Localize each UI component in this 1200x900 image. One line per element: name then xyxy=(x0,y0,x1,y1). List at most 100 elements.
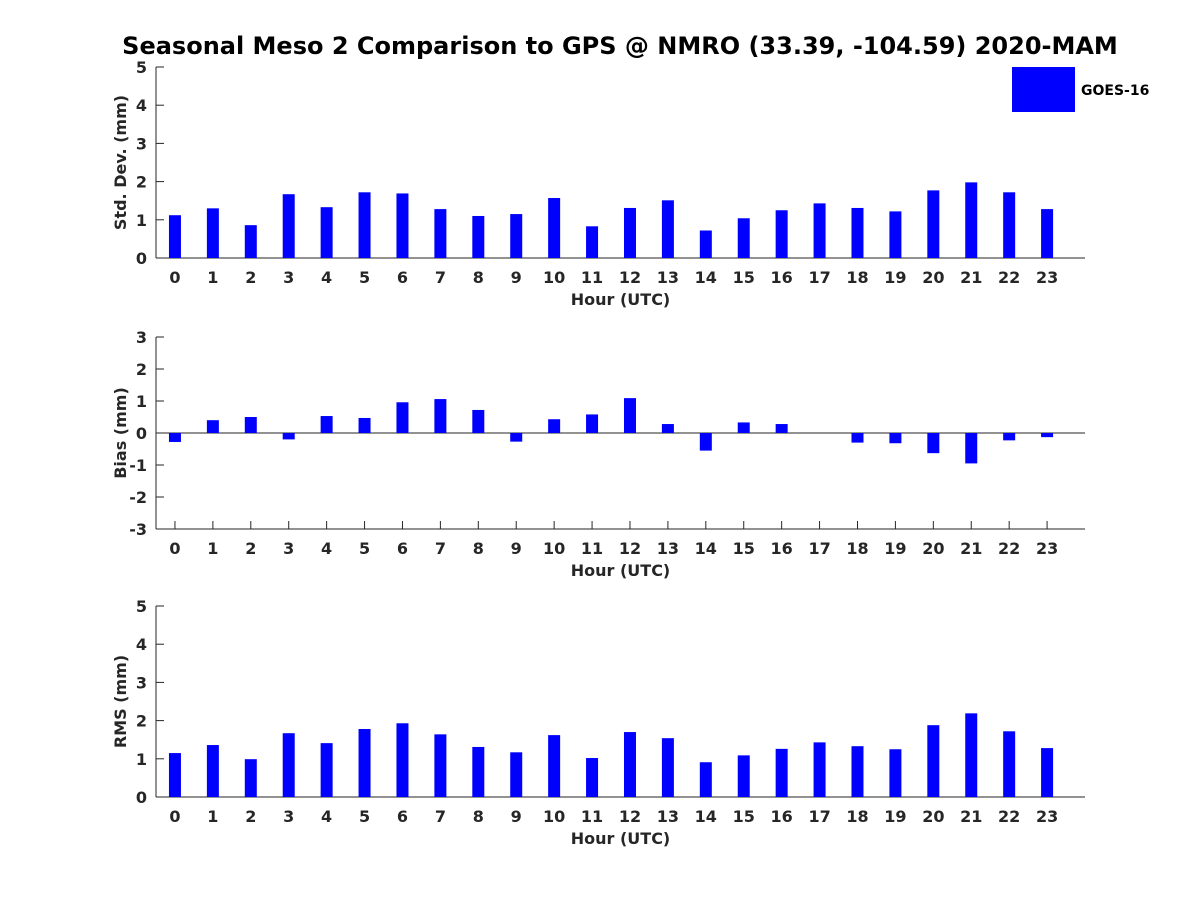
std-dev-x-tick-label: 0 xyxy=(169,268,180,287)
bias-x-tick-label: 17 xyxy=(808,539,830,558)
std-dev-bar-14 xyxy=(699,230,712,258)
bias-x-tick-label: 6 xyxy=(397,539,408,558)
rms-x-tick-label: 14 xyxy=(695,807,717,826)
std-dev-x-tick-label: 6 xyxy=(397,268,408,287)
bias-x-tick-label: 0 xyxy=(169,539,180,558)
legend: GOES-16 xyxy=(1012,67,1149,112)
std-dev-bar-9 xyxy=(510,214,523,258)
bias-y-tick-label: -3 xyxy=(129,520,147,539)
bias-x-tick-label: 9 xyxy=(511,539,522,558)
std-dev-bar-10 xyxy=(548,198,561,258)
bias-bar-12 xyxy=(623,398,636,433)
std-dev-x-tick-label: 21 xyxy=(960,268,982,287)
std-dev-bar-3 xyxy=(282,194,295,258)
bias-x-tick-label: 14 xyxy=(695,539,717,558)
bias-y-tick-label: -2 xyxy=(129,488,147,507)
std-dev-y-tick-label: 4 xyxy=(136,96,147,115)
rms-x-axis-label: Hour (UTC) xyxy=(571,829,671,848)
bias-bar-14 xyxy=(699,433,712,451)
rms-x-tick-label: 10 xyxy=(543,807,565,826)
bias-x-tick-label: 11 xyxy=(581,539,603,558)
bias-x-tick-label: 5 xyxy=(359,539,370,558)
std-dev-x-tick-label: 12 xyxy=(619,268,641,287)
rms-bar-20 xyxy=(927,725,940,797)
rms-bar-18 xyxy=(851,746,864,797)
rms-y-tick-label: 4 xyxy=(136,635,147,654)
bias-bar-15 xyxy=(737,422,750,433)
bias-bar-13 xyxy=(661,424,674,433)
std-dev-bar-21 xyxy=(965,182,978,258)
bias-y-tick-label: -1 xyxy=(129,456,147,475)
rms-bar-21 xyxy=(965,713,978,797)
std-dev-bar-22 xyxy=(1003,192,1016,258)
std-dev-x-tick-label: 23 xyxy=(1036,268,1058,287)
std-dev-x-tick-label: 11 xyxy=(581,268,603,287)
bias-y-tick-label: 3 xyxy=(136,328,147,347)
bias-x-axis-label: Hour (UTC) xyxy=(571,561,671,580)
bias-x-tick-label: 18 xyxy=(846,539,868,558)
bias-x-tick-label: 20 xyxy=(922,539,944,558)
std-dev-bar-8 xyxy=(472,215,485,258)
std-dev-x-axis-label: Hour (UTC) xyxy=(571,290,671,309)
bias-bar-19 xyxy=(889,433,902,444)
rms-x-tick-label: 4 xyxy=(321,807,332,826)
std-dev-bar-2 xyxy=(244,225,257,258)
rms-x-tick-label: 2 xyxy=(245,807,256,826)
bias-x-tick-label: 13 xyxy=(657,539,679,558)
std-dev-bar-16 xyxy=(775,210,788,258)
rms-bar-15 xyxy=(737,755,750,797)
rms-x-tick-label: 6 xyxy=(397,807,408,826)
bias-bar-8 xyxy=(472,409,485,433)
bias-bar-10 xyxy=(548,419,561,433)
std-dev-x-tick-label: 10 xyxy=(543,268,565,287)
bias-y-tick-label: 2 xyxy=(136,360,147,379)
rms-x-tick-label: 13 xyxy=(657,807,679,826)
rms-x-tick-label: 16 xyxy=(771,807,793,826)
std-dev-x-tick-label: 13 xyxy=(657,268,679,287)
std-dev-x-tick-label: 1 xyxy=(207,268,218,287)
std-dev-bar-17 xyxy=(813,203,826,258)
rms-bar-17 xyxy=(813,742,826,797)
bias-bar-16 xyxy=(775,424,788,433)
bias-x-tick-label: 23 xyxy=(1036,539,1058,558)
std-dev-bar-12 xyxy=(623,207,636,258)
std-dev-bar-5 xyxy=(358,192,371,258)
rms-y-tick-label: 0 xyxy=(136,788,147,807)
rms-bar-8 xyxy=(472,746,485,797)
std-dev-y-tick-label: 5 xyxy=(136,58,147,77)
rms-x-tick-label: 21 xyxy=(960,807,982,826)
std-dev-bar-0 xyxy=(168,215,181,258)
bias-y-axis-label: Bias (mm) xyxy=(111,387,130,479)
std-dev-y-tick-label: 3 xyxy=(136,134,147,153)
bias-bar-4 xyxy=(320,416,333,433)
rms-x-tick-label: 19 xyxy=(884,807,906,826)
bias-bar-18 xyxy=(851,433,864,443)
rms-bar-0 xyxy=(168,753,181,797)
rms-x-tick-label: 20 xyxy=(922,807,944,826)
bias-bar-0 xyxy=(168,433,181,442)
std-dev-bar-19 xyxy=(889,211,902,258)
bias-bar-1 xyxy=(206,420,219,433)
rms-bar-5 xyxy=(358,729,371,797)
bias-x-tick-label: 1 xyxy=(207,539,218,558)
std-dev-bar-13 xyxy=(661,200,674,258)
rms-bar-10 xyxy=(548,735,561,797)
bias-x-tick-label: 12 xyxy=(619,539,641,558)
std-dev-y-axis-label: Std. Dev. (mm) xyxy=(111,95,130,230)
bias-x-tick-label: 19 xyxy=(884,539,906,558)
std-dev-x-tick-label: 20 xyxy=(922,268,944,287)
std-dev-x-tick-label: 14 xyxy=(695,268,717,287)
bias-bar-9 xyxy=(510,433,523,442)
rms-x-tick-label: 11 xyxy=(581,807,603,826)
rms-bar-19 xyxy=(889,749,902,797)
rms-bar-11 xyxy=(586,758,599,797)
bias-x-tick-label: 15 xyxy=(733,539,755,558)
std-dev-y-tick-label: 0 xyxy=(136,249,147,268)
rms-bar-6 xyxy=(396,723,409,797)
std-dev-x-tick-label: 19 xyxy=(884,268,906,287)
std-dev-bar-6 xyxy=(396,193,409,258)
std-dev-bar-18 xyxy=(851,207,864,258)
